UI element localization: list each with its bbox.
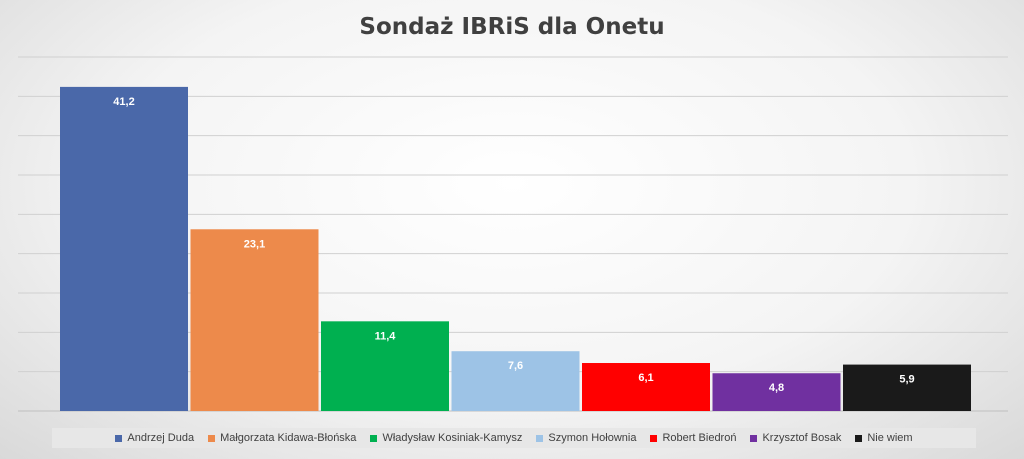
- legend-swatch: [536, 434, 544, 442]
- legend-label: Szymon Hołownia: [548, 432, 637, 444]
- legend-entry-1: Andrzej Duda: [115, 432, 194, 444]
- data-label-5: 6,1: [638, 372, 653, 384]
- chart-title: Sondaż IBRiS dla Onetu: [359, 14, 665, 40]
- legend-entry-3: Władysław Kosiniak-Kamysz: [370, 432, 522, 444]
- legend-entry-6: Krzysztof Bosak: [750, 432, 841, 444]
- data-label-3: 11,4: [375, 330, 397, 342]
- data-label-2: 23,1: [244, 238, 265, 250]
- legend-label: Władysław Kosiniak-Kamysz: [382, 432, 523, 444]
- data-label-4: 7,6: [508, 360, 523, 372]
- legend-entry-2: Małgorzata Kidawa-Błońska: [208, 432, 356, 444]
- chart-legend: Andrzej Duda Małgorzata Kidawa-Błońska Wła…: [52, 428, 976, 448]
- bar-5: [582, 363, 710, 411]
- legend-entry-4: Szymon Hołownia: [536, 432, 636, 444]
- legend-swatch: [855, 434, 863, 442]
- bar-1: [60, 86, 188, 411]
- legend-label: Robert Biedroń: [662, 432, 737, 444]
- legend-swatch: [208, 434, 216, 442]
- legend-swatch: [370, 434, 378, 442]
- legend-swatch: [115, 434, 123, 442]
- data-label-6: 4,8: [769, 382, 784, 394]
- bar-chart-plot: 41,2 23,1 11,4 7,6 6,1 4,8 5,9: [18, 56, 1008, 412]
- data-label-7: 5,9: [899, 374, 914, 386]
- legend-label: Andrzej Duda: [127, 432, 195, 444]
- legend-label: Krzysztof Bosak: [762, 432, 842, 444]
- bar-7: [843, 364, 971, 411]
- data-label-1: 41,2: [113, 96, 134, 108]
- bar-6: [712, 373, 841, 411]
- bar-4: [451, 351, 580, 411]
- bar-2: [190, 229, 319, 411]
- legend-label: Małgorzata Kidawa-Błońska: [220, 432, 357, 444]
- bar-3: [321, 321, 449, 411]
- legend-swatch: [750, 434, 758, 442]
- legend-label: Nie wiem: [867, 432, 913, 444]
- legend-entry-5: Robert Biedroń: [650, 432, 736, 444]
- legend-swatch: [650, 434, 658, 442]
- legend-entry-7: Nie wiem: [855, 432, 913, 444]
